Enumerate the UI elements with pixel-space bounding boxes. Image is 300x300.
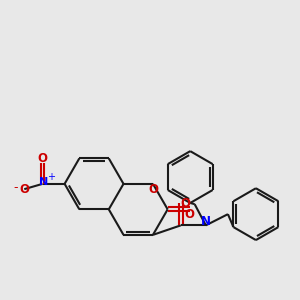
Text: O: O bbox=[185, 208, 195, 220]
Text: N: N bbox=[39, 177, 49, 188]
Text: O: O bbox=[38, 152, 47, 165]
Text: N: N bbox=[201, 215, 211, 228]
Text: +: + bbox=[47, 172, 55, 182]
Text: O: O bbox=[19, 183, 29, 196]
Text: O: O bbox=[148, 183, 158, 196]
Text: O: O bbox=[181, 197, 191, 210]
Text: -: - bbox=[14, 181, 18, 194]
